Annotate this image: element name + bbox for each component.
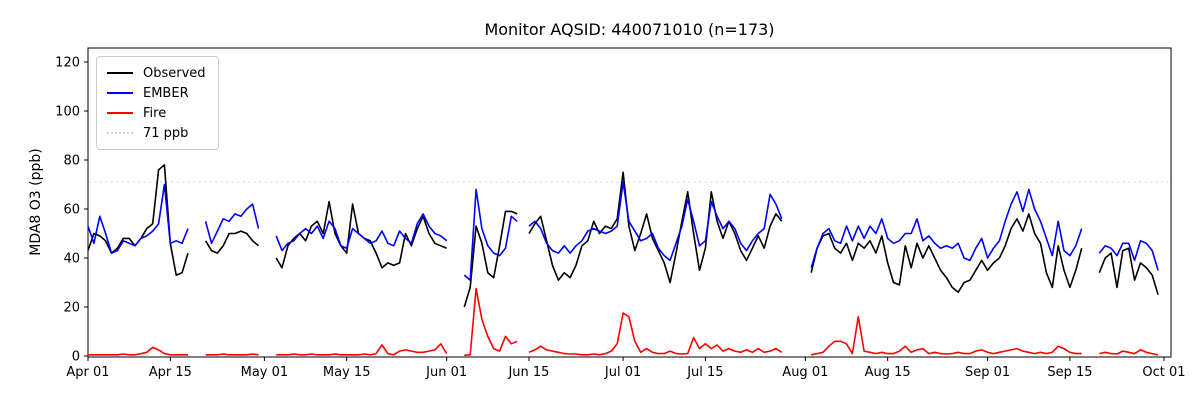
x-tick-label: Apr 15 (149, 365, 192, 380)
legend-label-observed: Observed (143, 65, 206, 81)
legend-item-ember: EMBER (107, 83, 206, 103)
legend-line-observed (107, 72, 133, 74)
y-tick-label: 0 (72, 350, 80, 365)
x-tick-label: Jul 15 (686, 365, 723, 380)
y-axis-label: MDA8 O3 (ppb) (28, 148, 44, 256)
y-tick-label: 20 (63, 301, 80, 316)
x-tick-label: Sep 15 (1047, 365, 1092, 380)
y-tick-label: 60 (63, 203, 80, 218)
plot-border (87, 47, 1172, 358)
x-tick-label: May 15 (323, 365, 371, 380)
x-tick-label: Jun 01 (425, 365, 467, 380)
legend-line-71-ppb (107, 132, 133, 134)
series-ember-line (87, 181, 1159, 281)
y-tick-label: 100 (55, 105, 80, 120)
legend-label-fire: Fire (143, 105, 167, 121)
y-tick-label: 80 (63, 154, 80, 169)
legend-item-fire: Fire (107, 103, 206, 123)
legend-label-71-ppb: 71 ppb (143, 125, 189, 141)
x-tick-label: Sep 01 (965, 365, 1010, 380)
chart-title: Monitor AQSID: 440071010 (n=173) (484, 20, 775, 39)
legend-line-fire (107, 112, 133, 114)
series-fire-line (88, 287, 1159, 357)
x-tick-label: Jul 01 (604, 365, 641, 380)
x-tick-label: Aug 15 (865, 365, 911, 380)
y-tick-label: 40 (63, 252, 80, 267)
legend: Observed EMBER Fire 71 ppb (96, 56, 219, 150)
x-tick-label: Apr 01 (66, 365, 109, 380)
x-tick-label: Oct 01 (1142, 365, 1185, 380)
legend-line-ember (107, 92, 133, 94)
legend-label-ember: EMBER (143, 85, 189, 101)
legend-item-observed: Observed (107, 63, 206, 83)
y-tick-label: 120 (55, 56, 80, 71)
x-tick-label: Jun 15 (507, 365, 549, 380)
legend-item-71-ppb: 71 ppb (107, 123, 206, 143)
x-tick-label: Aug 01 (782, 365, 828, 380)
x-tick-label: May 01 (241, 365, 289, 380)
